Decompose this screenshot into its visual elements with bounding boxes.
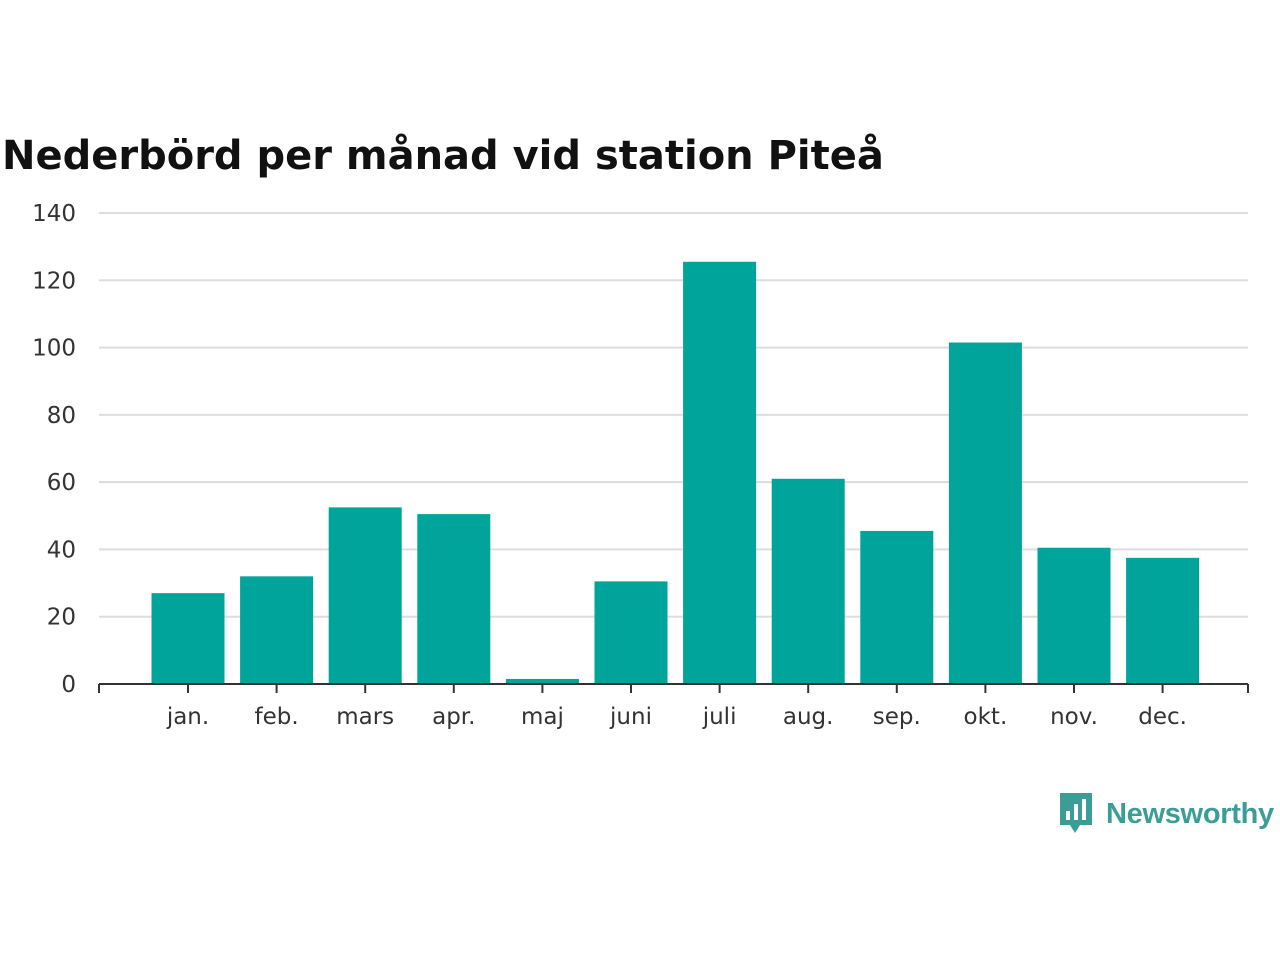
x-tick-label: jan. xyxy=(166,704,209,730)
x-tick-label: nov. xyxy=(1050,704,1098,730)
bar-11 xyxy=(1037,547,1111,684)
bars xyxy=(151,261,1200,684)
x-axis xyxy=(98,683,1249,693)
bar-6 xyxy=(594,581,668,684)
y-tick-label: 120 xyxy=(32,268,76,294)
newsworthy-chart-icon xyxy=(1060,793,1092,833)
bar-12 xyxy=(1126,557,1200,684)
bar-4 xyxy=(417,514,491,684)
bar-9 xyxy=(860,530,934,684)
x-tick-label: sep. xyxy=(873,704,921,730)
y-tick-label: 20 xyxy=(47,605,76,631)
y-tick-label: 140 xyxy=(32,201,76,227)
bar-2 xyxy=(240,576,314,684)
bar-8 xyxy=(771,478,845,684)
x-tick-label: apr. xyxy=(432,704,475,730)
y-tick-label: 100 xyxy=(32,336,76,362)
newsworthy-wordmark: Newsworthy xyxy=(1106,797,1274,830)
y-axis-tick-labels: 0 20 40 60 80 100 120 140 xyxy=(32,201,76,698)
y-tick-label: 40 xyxy=(47,537,76,563)
bar-3 xyxy=(328,507,402,684)
x-tick-label: maj xyxy=(521,704,564,730)
x-tick-label: aug. xyxy=(783,704,834,730)
bar-7 xyxy=(683,261,757,684)
y-tick-label: 80 xyxy=(47,403,76,429)
newsworthy-logo: Newsworthy xyxy=(1058,790,1274,838)
x-axis-tick-labels: jan. feb. mars apr. maj juni juli aug. sep. okt. n… xyxy=(166,704,1187,730)
x-tick-label: juni xyxy=(609,704,652,730)
x-tick-label: dec. xyxy=(1138,704,1187,730)
x-tick-label: mars xyxy=(336,704,394,730)
bar-5 xyxy=(505,678,579,684)
chart-title: Nederbörd per månad vid station Piteå xyxy=(2,133,884,179)
x-tick-label: juli xyxy=(702,704,737,730)
y-tick-label: 0 xyxy=(61,672,76,698)
bar-10 xyxy=(948,342,1022,684)
x-tick-label: okt. xyxy=(964,704,1008,730)
x-tick-label: feb. xyxy=(255,704,299,730)
y-tick-label: 60 xyxy=(47,470,76,496)
bar-1 xyxy=(151,593,225,684)
